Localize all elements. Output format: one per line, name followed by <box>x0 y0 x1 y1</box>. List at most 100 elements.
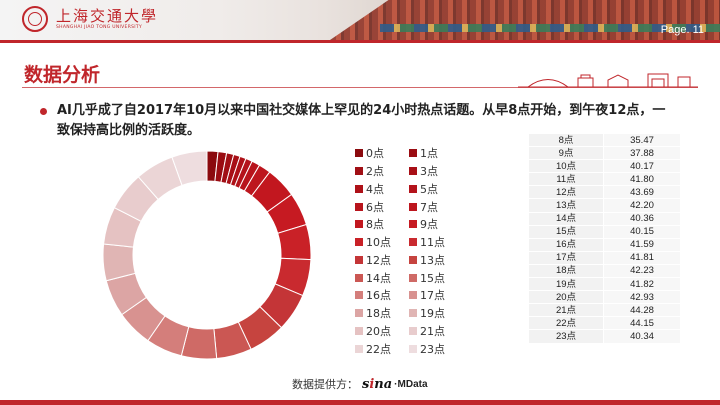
legend-swatch <box>409 309 417 318</box>
legend-item: 11点 <box>409 235 463 249</box>
table-hour-cell: 9点 <box>529 146 604 161</box>
table-row: 23点 40.34 <box>529 329 680 344</box>
legend-label: 19点 <box>420 307 445 321</box>
table-hour-cell: 20点 <box>529 290 604 305</box>
table-hour-cell: 18点 <box>529 264 604 279</box>
table-hour-cell: 10点 <box>529 159 604 174</box>
table-hour-cell: 19点 <box>529 277 604 292</box>
legend-swatch <box>355 273 363 282</box>
legend-item: 1点 <box>409 146 463 160</box>
legend-label: 0点 <box>366 147 384 161</box>
logo-english-name: SHANGHAI JIAO TONG UNIVERSITY <box>56 25 143 30</box>
table-row: 12点 43.69 <box>529 185 680 200</box>
table-value-cell: 42.93 <box>603 290 680 305</box>
legend-swatch <box>409 327 417 335</box>
table-value-cell: 43.69 <box>603 185 680 200</box>
title-rule <box>22 87 698 88</box>
legend-item: 23点 <box>409 342 463 356</box>
table-hour-cell: 23点 <box>529 329 604 344</box>
legend-swatch <box>355 202 363 211</box>
legend-swatch <box>409 166 417 175</box>
legend-swatch <box>409 149 417 158</box>
table-value-cell: 41.82 <box>603 277 680 292</box>
legend-label: 13点 <box>420 253 445 267</box>
legend-item: 4点 <box>355 182 409 196</box>
legend-label: 15点 <box>420 271 445 285</box>
legend-label: 12点 <box>366 253 391 267</box>
table-row: 14点 40.36 <box>529 212 680 226</box>
legend-label: 16点 <box>366 289 391 303</box>
table-value-cell: 40.17 <box>603 159 680 174</box>
legend-swatch <box>409 344 417 353</box>
table-value-cell: 41.81 <box>603 251 680 265</box>
legend-item: 8点 <box>355 217 409 231</box>
beam-decoration <box>380 24 720 32</box>
table-row: 11点 41.80 <box>529 172 680 187</box>
legend-item: 5点 <box>409 182 463 196</box>
legend-label: 20点 <box>366 325 391 339</box>
table-hour-cell: 21点 <box>529 303 604 318</box>
legend-label: 8点 <box>366 218 384 232</box>
table-value-cell: 44.28 <box>603 303 680 318</box>
table-hour-cell: 17点 <box>529 251 604 265</box>
table-value-cell: 41.80 <box>603 172 680 187</box>
table-row: 8点 35.47 <box>529 134 680 148</box>
legend-label: 5点 <box>420 182 438 196</box>
legend-swatch <box>355 309 363 318</box>
table-value-cell: 40.34 <box>603 329 680 344</box>
legend-swatch <box>355 149 363 158</box>
legend-label: 2点 <box>366 164 384 178</box>
table-row: 16点 41.59 <box>529 238 680 252</box>
legend-item: 9点 <box>409 217 463 231</box>
legend-item: 7点 <box>409 199 463 214</box>
legend-label: 22点 <box>366 342 391 356</box>
legend-label: 17点 <box>420 289 445 303</box>
legend-item: 3点 <box>409 164 463 178</box>
source-label: 数据提供方： <box>292 378 358 391</box>
legend-label: 14点 <box>366 271 391 285</box>
campus-skyline-icon <box>518 73 698 88</box>
header-banner <box>0 0 720 40</box>
legend-label: 1点 <box>420 147 438 161</box>
legend-label: 11点 <box>420 236 445 250</box>
sina-logo: sina <box>362 376 393 392</box>
legend-label: 18点 <box>366 307 391 321</box>
data-source: 数据提供方： sina ·MData <box>292 376 428 392</box>
table-value-cell: 41.59 <box>603 238 680 252</box>
legend-label: 9点 <box>420 218 438 232</box>
legend-item: 2点 <box>355 164 409 178</box>
chart-legend: 0点 1点 2点 3点 4点 5点 6点 7点 8点 9点 10点 11点 12点 13点 14点 15点 16… <box>355 146 463 356</box>
table-value-cell: 37.88 <box>603 146 680 161</box>
table-row: 13点 42.20 <box>529 198 680 213</box>
table-value-cell: 40.36 <box>603 212 680 226</box>
legend-item: 12点 <box>355 253 409 267</box>
table-value-cell: 42.23 <box>603 264 680 279</box>
table-row: 21点 44.28 <box>529 303 680 318</box>
legend-swatch <box>409 184 417 193</box>
table-value-cell: 42.20 <box>603 198 680 213</box>
table-hour-cell: 16点 <box>529 238 604 252</box>
legend-swatch <box>355 255 363 264</box>
legend-item: 10点 <box>355 235 409 249</box>
legend-item: 0点 <box>355 146 409 160</box>
legend-item: 21点 <box>409 324 463 338</box>
table-row: 22点 44.15 <box>529 316 680 331</box>
donut-chart <box>102 150 312 360</box>
bullet-icon <box>40 108 47 115</box>
seal-icon <box>22 6 48 32</box>
table-value-cell: 40.15 <box>603 225 680 239</box>
legend-item: 19点 <box>409 306 463 320</box>
footer-bar <box>0 400 720 405</box>
table-hour-cell: 22点 <box>529 316 604 331</box>
slide-title: 数据分析 <box>24 64 101 86</box>
table-hour-cell: 15点 <box>529 225 604 239</box>
table-row: 18点 42.23 <box>529 264 680 279</box>
table-row: 15点 40.15 <box>529 225 680 239</box>
table-row: 19点 41.82 <box>529 277 680 292</box>
legend-item: 22点 <box>355 342 409 356</box>
legend-item: 16点 <box>355 288 409 302</box>
legend-swatch <box>409 255 417 264</box>
table-hour-cell: 8点 <box>529 134 604 148</box>
legend-label: 7点 <box>420 200 438 214</box>
table-hour-cell: 14点 <box>529 212 604 226</box>
